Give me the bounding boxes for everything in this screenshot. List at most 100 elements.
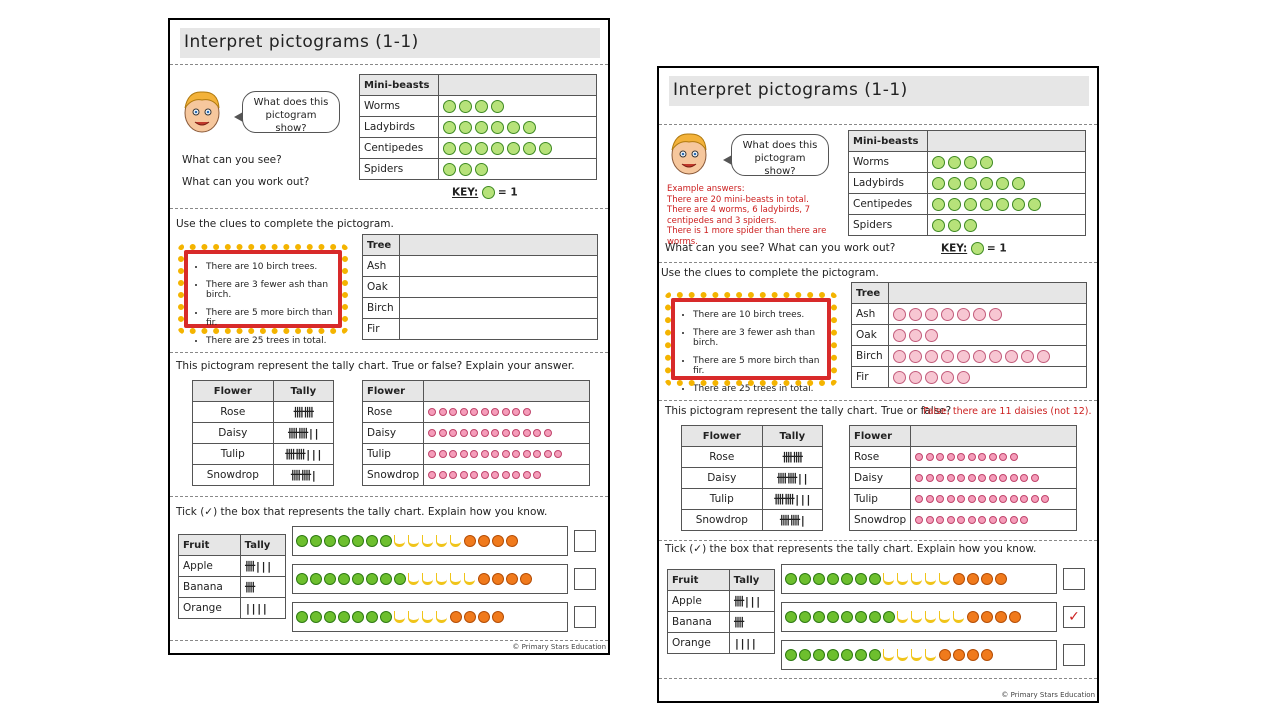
orange-icon xyxy=(506,535,518,547)
table-row: Rose 卌卌 xyxy=(192,401,335,423)
apple-icon xyxy=(827,649,839,661)
dot-icon xyxy=(554,450,563,458)
dot-icon xyxy=(1020,495,1029,503)
divider xyxy=(170,208,608,209)
key: KEY: = 1 xyxy=(452,186,518,199)
tally-marks: 卌||| xyxy=(239,555,287,577)
banana-icon xyxy=(408,535,419,547)
table-row: Worms xyxy=(359,95,597,117)
orange-icon xyxy=(506,573,518,585)
apple-icon xyxy=(324,611,336,623)
table-row: Snowdrop 卌卌| xyxy=(681,509,824,531)
dot-icon xyxy=(978,474,987,482)
apple-icon xyxy=(785,611,797,623)
table-row: Apple 卌||| xyxy=(178,555,287,577)
dot-icon xyxy=(967,474,976,482)
tally-marks: 卌卌| xyxy=(761,509,824,531)
table-row: Birch xyxy=(851,345,1087,367)
dot-icon xyxy=(438,408,447,416)
orange-icon xyxy=(478,611,490,623)
circle-icon xyxy=(941,370,954,384)
apple-icon xyxy=(324,573,336,585)
tick-box-1[interactable] xyxy=(574,530,596,552)
dot-icon xyxy=(501,429,510,437)
tally-marks: |||| xyxy=(728,632,776,654)
apple-icon xyxy=(366,535,378,547)
tick-box-3[interactable] xyxy=(1063,644,1085,666)
circle-icon xyxy=(475,162,488,176)
row-symbols xyxy=(423,422,590,444)
q3-instruction: This pictogram represent the tally chart… xyxy=(665,405,952,417)
circle-icon xyxy=(893,370,906,384)
row-label: Worms xyxy=(359,95,439,117)
dot-icon xyxy=(522,408,531,416)
apple-icon xyxy=(855,649,867,661)
prompt-work-out: What can you work out? xyxy=(182,176,310,188)
row-label: Spiders xyxy=(359,158,439,180)
apple-icon xyxy=(813,573,825,585)
tick-box-3[interactable] xyxy=(574,606,596,628)
dot-icon xyxy=(988,516,997,524)
row-symbols xyxy=(423,464,590,486)
dot-icon xyxy=(522,429,531,437)
speech-bubble: What does this pictogram show? xyxy=(234,91,340,134)
circle-icon xyxy=(893,349,906,363)
circle-icon xyxy=(925,328,938,342)
tick-box-2[interactable]: ✓ xyxy=(1063,606,1085,628)
row-symbols xyxy=(910,488,1077,510)
dot-icon xyxy=(501,471,510,479)
tick-box-2[interactable] xyxy=(574,568,596,590)
flower-tally-chart: Flower Tally Rose 卌卌 Daisy 卌卌|| Tulip 卌卌||| Sno… xyxy=(681,425,824,531)
dot-icon xyxy=(459,471,468,479)
key-value: = 1 xyxy=(986,242,1007,255)
circle-icon xyxy=(475,120,488,134)
tick-box-1[interactable] xyxy=(1063,568,1085,590)
dot-icon xyxy=(925,516,934,524)
circle-icon xyxy=(932,197,945,211)
table-row: Snowdrop 卌卌| xyxy=(192,464,335,486)
circle-icon xyxy=(893,328,906,342)
orange-icon xyxy=(995,573,1007,585)
dot-icon xyxy=(936,495,945,503)
row-symbols xyxy=(927,193,1086,215)
banana-icon xyxy=(883,649,894,661)
boy-face-icon xyxy=(184,91,220,133)
orange-icon xyxy=(464,535,476,547)
circle-icon xyxy=(932,176,945,190)
row-symbols xyxy=(927,214,1086,236)
table-header: Mini-beasts xyxy=(848,130,928,152)
apple-icon xyxy=(855,573,867,585)
example-answers: Example answers: There are 20 mini-beast… xyxy=(667,184,843,247)
dot-icon xyxy=(925,495,934,503)
circle-icon xyxy=(459,141,472,155)
table-row: Ash xyxy=(851,303,1087,325)
table-row: Banana 卌 xyxy=(178,576,287,598)
dot-icon xyxy=(480,429,489,437)
row-label: Apple xyxy=(667,590,730,612)
dot-icon xyxy=(491,450,500,458)
dot-icon xyxy=(480,450,489,458)
dot-icon xyxy=(449,429,458,437)
circle-icon xyxy=(996,197,1009,211)
tally-marks: 卌卌| xyxy=(272,464,335,486)
circle-icon xyxy=(1028,197,1041,211)
orange-icon xyxy=(520,573,532,585)
row-label: Daisy xyxy=(681,467,763,489)
circle-icon xyxy=(957,307,970,321)
row-label: Rose xyxy=(361,401,425,423)
clue-item: There are 10 birch trees. xyxy=(693,310,827,320)
clues-box: There are 10 birch trees. There are 3 few… xyxy=(178,244,348,346)
table-row: Fir xyxy=(851,366,1087,388)
banana-icon xyxy=(422,611,433,623)
banana-icon xyxy=(897,611,908,623)
table-header: Flower xyxy=(361,380,425,402)
apple-icon xyxy=(380,573,392,585)
table-row: Ladybirds xyxy=(359,116,597,138)
speech-bubble: What does this pictogram show? xyxy=(723,134,829,177)
orange-icon xyxy=(981,649,993,661)
apple-icon xyxy=(869,649,881,661)
dot-icon xyxy=(438,450,447,458)
orange-icon xyxy=(953,649,965,661)
apple-icon xyxy=(380,611,392,623)
banana-icon xyxy=(408,573,419,585)
